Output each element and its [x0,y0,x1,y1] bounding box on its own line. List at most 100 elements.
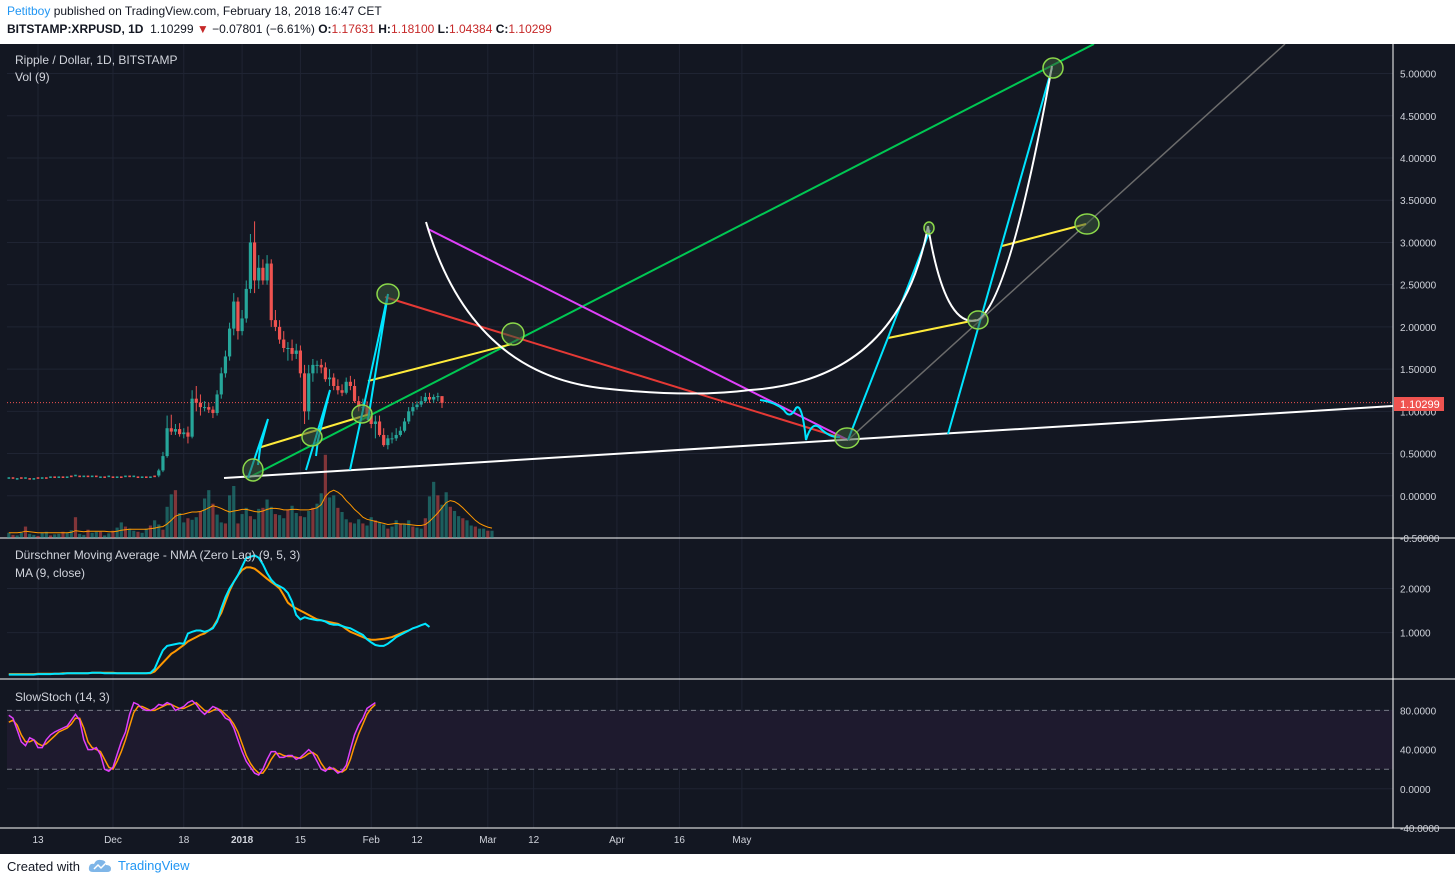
candle-body [257,267,261,281]
volume-bar [40,532,44,538]
volume-bar [98,531,103,538]
close-label: C: [495,22,509,36]
dma-layer [8,554,431,676]
volume-bar [486,530,490,538]
author-link[interactable]: Petitboy [7,4,51,18]
chart-canvas[interactable]: 5.00000 4.50000 4.00000 3.50000 3.00000 2.500… [0,44,1455,854]
candle-flat [90,475,94,478]
candle-body [398,430,402,435]
stoch-tick-label: 40.0000 [1400,746,1437,757]
volume-bar [219,522,223,538]
volume-bar [415,527,419,538]
volume-bar [402,524,407,538]
candle-flat [82,475,86,478]
volume-bar [482,528,486,538]
symbol-label: BITSTAMP:XRPUSD, 1D [7,22,144,36]
x-tick-label: Feb [363,835,381,846]
candle-body [332,377,336,386]
volume-bar [207,490,211,538]
annotation-layer [223,44,1394,482]
volume-bar [173,490,178,538]
volume-bar [432,481,436,538]
candle-body [377,421,382,435]
candle-body [298,350,302,374]
candle-flat [132,475,136,478]
volume-bar [57,533,61,538]
volume-bar [11,534,15,538]
volume-bar [82,534,86,538]
volume-bar [382,524,386,538]
volume-bar [107,533,111,538]
candle-body [286,348,290,349]
volume-bar [369,517,373,538]
candle-flat [24,477,27,479]
price-tick-label: 5.00000 [1400,70,1437,81]
candle-body [440,396,444,403]
volume-bar [377,522,382,538]
price-tick-label: 1.00000 [1400,407,1437,418]
x-tick-label: 13 [32,835,44,846]
candle-body [194,398,198,403]
close-value: 1.10299 [508,22,552,36]
cup-curve [425,221,929,395]
low-label: L: [437,22,449,36]
candle-body [369,415,373,424]
volume-bar [165,506,169,538]
x-tick-label: 15 [295,835,307,846]
candle-body [344,381,348,393]
price-tick-label: 2.50000 [1400,281,1437,292]
stoch-k-line [8,699,376,777]
candle-body [427,396,432,400]
dma-title: Dürschner Moving Average - NMA (Zero Lag… [15,548,300,562]
volume-bar [411,526,415,538]
candle-body [282,339,286,348]
volume-bar [78,533,82,538]
tradingview-link[interactable]: TradingView [88,858,190,873]
price-tick-label: 2.00000 [1400,323,1437,334]
x-tick-label: Mar [479,835,497,846]
candle-body [323,367,327,380]
volume-bar [319,493,323,538]
candle-body [178,429,182,435]
volume-bar [36,535,40,538]
candle-flat [103,476,106,478]
volume-bar [94,531,98,538]
candle-body [232,301,236,329]
volume-bar [7,532,11,538]
candle-flat [136,476,140,478]
volume-bar [73,517,78,538]
volume-bar [386,528,390,538]
candle-flat [86,475,90,478]
volume-bar [215,514,219,538]
price-badge-text: 1.10299 [1400,399,1440,411]
candle-flat [153,475,156,478]
volume-bar [461,518,465,538]
volume-bar [436,495,440,538]
open-label: O: [318,22,332,36]
down-arrow-icon: ▼ [196,22,209,36]
circle-marker [242,458,264,482]
high-value: 1.18100 [390,22,435,36]
volume-bar [198,510,203,538]
candle-body [336,386,340,391]
volume-bar [148,525,153,538]
volume-bar [348,522,352,538]
volume-bar [157,524,161,538]
candle-flat [124,475,127,478]
volume-bar [419,528,423,538]
volume-bar [336,507,340,538]
volume-bar [252,519,257,538]
volume-bar [473,526,477,538]
circle-marker [351,404,373,424]
volume-bar [307,510,311,538]
candle-flat [65,476,69,478]
candle-body [277,326,282,340]
volume-bar [261,507,265,538]
volume-bar [182,522,186,538]
volume-bar [211,503,215,538]
candle-flat [149,476,152,478]
price-tick-label: 0.50000 [1400,450,1437,461]
volume-bar [469,525,473,538]
candle-body [307,373,311,412]
candle-body [386,438,390,446]
